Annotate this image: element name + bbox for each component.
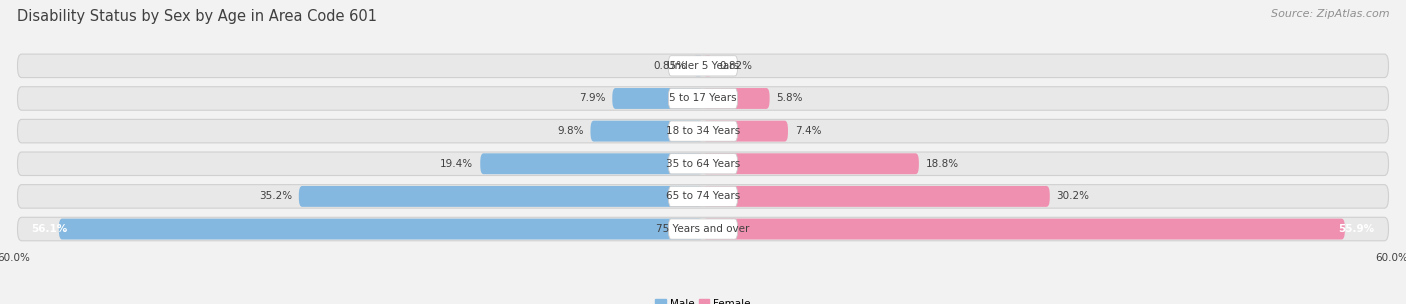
FancyBboxPatch shape xyxy=(703,186,1050,207)
FancyBboxPatch shape xyxy=(59,219,703,240)
FancyBboxPatch shape xyxy=(693,55,703,76)
FancyBboxPatch shape xyxy=(17,217,1389,241)
FancyBboxPatch shape xyxy=(17,119,1389,143)
FancyBboxPatch shape xyxy=(669,121,738,141)
Text: Source: ZipAtlas.com: Source: ZipAtlas.com xyxy=(1271,9,1389,19)
Text: 75 Years and over: 75 Years and over xyxy=(657,224,749,234)
Text: Under 5 Years: Under 5 Years xyxy=(666,61,740,71)
FancyBboxPatch shape xyxy=(669,219,738,239)
Text: 18.8%: 18.8% xyxy=(925,159,959,169)
Legend: Male, Female: Male, Female xyxy=(655,299,751,304)
Text: 0.82%: 0.82% xyxy=(720,61,752,71)
FancyBboxPatch shape xyxy=(669,56,738,76)
FancyBboxPatch shape xyxy=(669,88,738,109)
Text: 5.8%: 5.8% xyxy=(776,93,803,103)
FancyBboxPatch shape xyxy=(703,121,787,142)
Text: 19.4%: 19.4% xyxy=(440,159,474,169)
FancyBboxPatch shape xyxy=(669,154,738,174)
FancyBboxPatch shape xyxy=(612,88,703,109)
FancyBboxPatch shape xyxy=(669,186,738,206)
Text: 30.2%: 30.2% xyxy=(1057,192,1090,202)
FancyBboxPatch shape xyxy=(17,87,1389,110)
FancyBboxPatch shape xyxy=(17,185,1389,208)
FancyBboxPatch shape xyxy=(17,54,1389,78)
FancyBboxPatch shape xyxy=(299,186,703,207)
FancyBboxPatch shape xyxy=(703,153,920,174)
Text: 7.4%: 7.4% xyxy=(794,126,821,136)
Text: 56.1%: 56.1% xyxy=(31,224,67,234)
Text: 35.2%: 35.2% xyxy=(259,192,292,202)
Text: 55.9%: 55.9% xyxy=(1339,224,1375,234)
Text: 35 to 64 Years: 35 to 64 Years xyxy=(666,159,740,169)
Text: Disability Status by Sex by Age in Area Code 601: Disability Status by Sex by Age in Area … xyxy=(17,9,377,24)
Text: 9.8%: 9.8% xyxy=(557,126,583,136)
FancyBboxPatch shape xyxy=(703,88,769,109)
Text: 65 to 74 Years: 65 to 74 Years xyxy=(666,192,740,202)
FancyBboxPatch shape xyxy=(481,153,703,174)
Text: 7.9%: 7.9% xyxy=(579,93,606,103)
Text: 5 to 17 Years: 5 to 17 Years xyxy=(669,93,737,103)
FancyBboxPatch shape xyxy=(591,121,703,142)
FancyBboxPatch shape xyxy=(17,152,1389,175)
Text: 0.85%: 0.85% xyxy=(654,61,686,71)
Text: 18 to 34 Years: 18 to 34 Years xyxy=(666,126,740,136)
FancyBboxPatch shape xyxy=(703,219,1346,240)
FancyBboxPatch shape xyxy=(703,55,713,76)
